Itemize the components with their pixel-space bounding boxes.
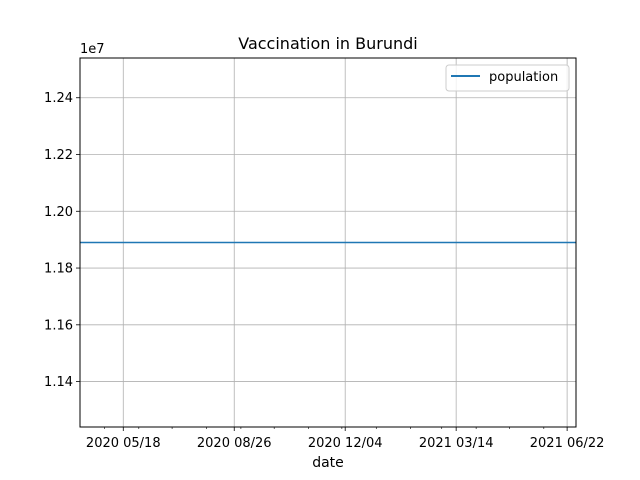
- x-tick-label: 2020 08/26: [197, 436, 272, 451]
- y-tick-label: 1.14: [44, 375, 73, 390]
- y-tick-label: 1.18: [44, 262, 73, 277]
- y-tick-label: 1.16: [44, 318, 73, 333]
- legend-label-population: population: [489, 70, 558, 85]
- legend: population: [445, 64, 570, 92]
- y-tick-label: 1.24: [44, 91, 73, 106]
- x-tick-label: 2021 06/22: [530, 436, 605, 451]
- y-tick-label: 1.22: [44, 148, 73, 163]
- y-axis-offset-label: 1e7: [80, 42, 105, 57]
- x-tick-label: 2021 03/14: [419, 436, 494, 451]
- y-axis-ticks: 1.14 1.16 1.18 1.20 1.22 1.24: [44, 91, 80, 390]
- chart-title: Vaccination in Burundi: [238, 34, 417, 53]
- x-axis-label: date: [312, 455, 344, 471]
- y-tick-label: 1.20: [44, 205, 73, 220]
- x-tick-label: 2020 12/04: [308, 436, 383, 451]
- legend-box: [445, 64, 570, 92]
- x-tick-label: 2020 05/18: [86, 436, 161, 451]
- x-axis-ticks: 2020 05/18 2020 08/26 2020 12/04 2021 03/14…: [86, 427, 605, 451]
- plot-area-frame: [79, 57, 577, 428]
